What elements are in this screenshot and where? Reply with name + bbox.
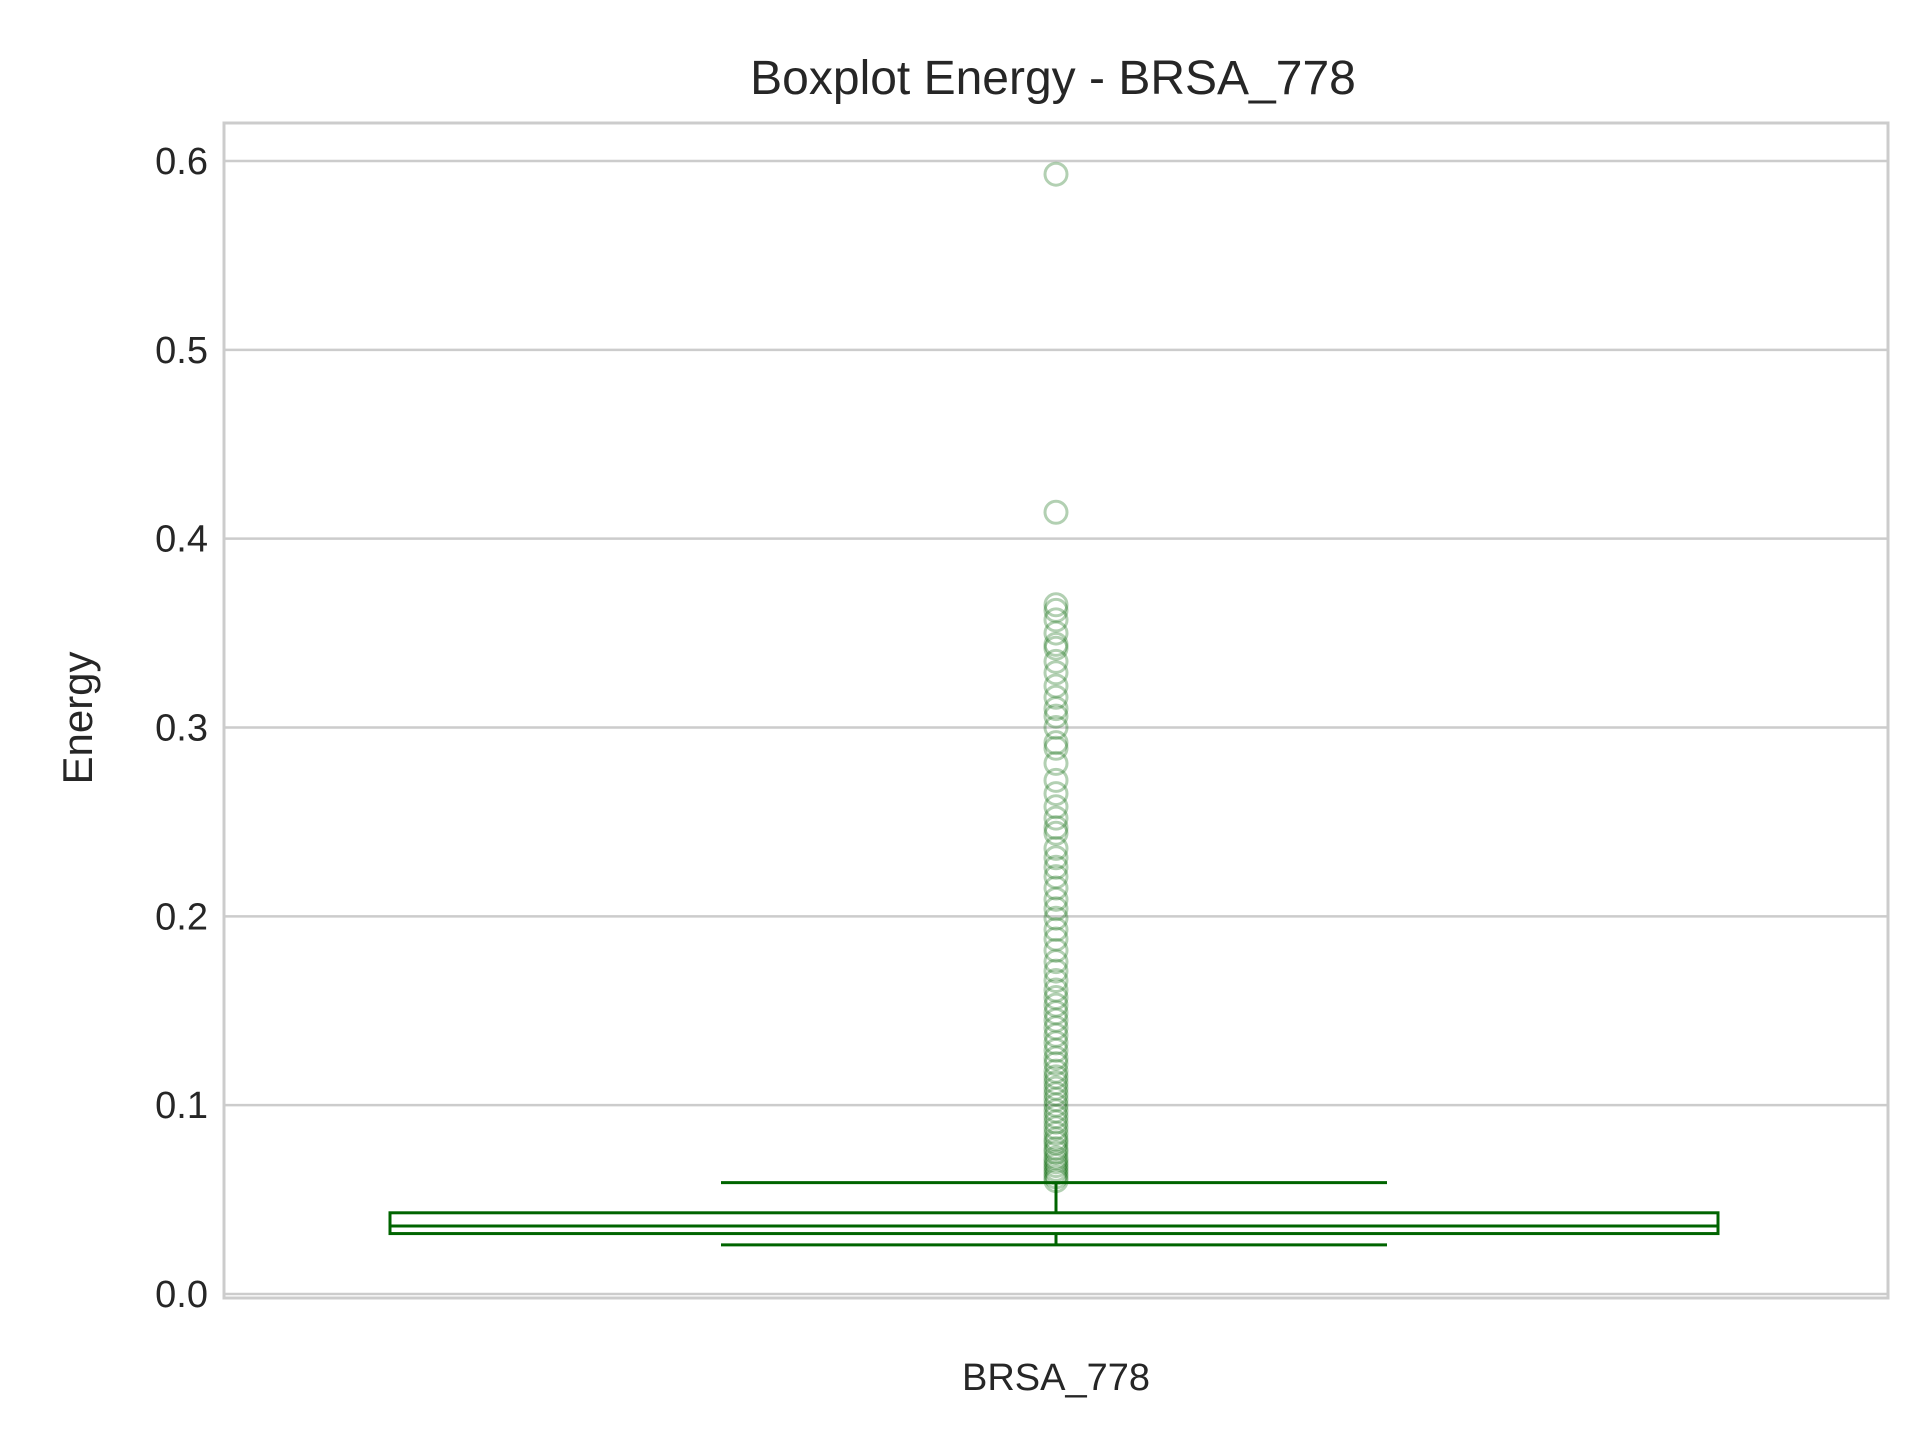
outlier-point: [1043, 1103, 1069, 1129]
y-axis-label: Energy: [54, 651, 101, 784]
outlier-point: [1043, 937, 1069, 963]
outlier-point: [1043, 1115, 1069, 1141]
outlier-point: [1043, 767, 1069, 793]
outlier-point: [1043, 1037, 1069, 1063]
outlier-point: [1043, 1051, 1069, 1077]
outlier-point: [1043, 592, 1069, 618]
chart-title: Boxplot Energy - BRSA_778: [750, 52, 1356, 105]
outlier-point: [1043, 499, 1069, 525]
outlier-point: [1043, 845, 1069, 871]
outlier-point: [1043, 886, 1069, 912]
outlier-point: [1043, 905, 1069, 931]
y-tick-label: 0.0: [155, 1274, 208, 1316]
outlier-point: [1043, 1022, 1069, 1048]
outlier-point: [1043, 977, 1069, 1003]
outlier-point: [1043, 1168, 1069, 1194]
x-tick-label: BRSA_778: [962, 1357, 1150, 1399]
plot-frame: [222, 121, 1890, 1300]
outlier-point: [1043, 1007, 1069, 1033]
y-tick-label: 0.6: [155, 141, 208, 183]
outlier-point: [1043, 648, 1069, 674]
outlier-point: [1043, 1030, 1069, 1056]
outlier-point: [1043, 635, 1069, 661]
y-tick-label: 0.4: [155, 519, 208, 561]
box-elements: [388, 1181, 1720, 1247]
outlier-point: [1043, 1160, 1069, 1186]
outlier-point: [1043, 968, 1069, 994]
grid-lines: [224, 159, 1888, 1296]
outlier-point: [1043, 864, 1069, 890]
outlier-point: [1043, 620, 1069, 646]
outlier-point: [1043, 1126, 1069, 1152]
outlier-point: [1043, 673, 1069, 699]
outlier-point: [1043, 1098, 1069, 1124]
outlier-points: [1043, 161, 1069, 1194]
outlier-point: [1043, 1087, 1069, 1113]
y-tick-label: 0.1: [155, 1085, 208, 1127]
outlier-point: [1043, 1000, 1069, 1026]
outlier-point: [1043, 597, 1069, 623]
outlier-point: [1043, 715, 1069, 740]
y-tick-labels: 0.0 0.1 0.2 0.3 0.4 0.5 0.6: [155, 141, 208, 1316]
outlier-point: [1043, 696, 1069, 722]
outlier-point: [1043, 1064, 1069, 1090]
outlier-point: [1043, 1092, 1069, 1118]
outlier-point: [1043, 703, 1069, 729]
outlier-point: [1043, 794, 1069, 820]
outlier-point: [1043, 1130, 1069, 1156]
outlier-point: [1043, 1120, 1069, 1146]
outlier-point: [1043, 1075, 1069, 1101]
outlier-point: [1043, 854, 1069, 880]
y-tick-label: 0.3: [155, 708, 208, 750]
outlier-point: [1043, 820, 1069, 846]
outlier-point: [1043, 1149, 1069, 1175]
outlier-point: [1043, 1136, 1069, 1162]
outlier-point: [1043, 958, 1069, 984]
outlier-point: [1043, 1139, 1069, 1165]
outlier-point: [1043, 730, 1069, 756]
outlier-point: [1043, 1015, 1069, 1041]
outlier-point: [1043, 926, 1069, 952]
outlier-point: [1043, 992, 1069, 1018]
outlier-point: [1043, 735, 1069, 761]
outlier-point: [1043, 161, 1069, 187]
outlier-point: [1043, 1164, 1069, 1190]
outlier-point: [1043, 917, 1069, 943]
outlier-point: [1043, 1109, 1069, 1135]
outlier-point: [1043, 684, 1069, 710]
outlier-point: [1043, 805, 1069, 831]
y-tick-label: 0.2: [155, 896, 208, 938]
outlier-point: [1043, 660, 1069, 686]
outlier-point: [1043, 1081, 1069, 1107]
outlier-point: [1043, 949, 1069, 975]
outlier-point: [1043, 607, 1069, 633]
outlier-point: [1043, 1070, 1069, 1096]
outlier-point: [1043, 1045, 1069, 1071]
outlier-point: [1043, 1153, 1069, 1179]
outlier-point: [1043, 1145, 1069, 1171]
outlier-point: [1043, 781, 1069, 807]
outlier-point: [1043, 631, 1069, 657]
outlier-point: [1043, 835, 1069, 861]
outlier-point: [1043, 1058, 1069, 1084]
outlier-point: [1043, 1156, 1069, 1182]
outlier-point: [1043, 875, 1069, 901]
outlier-point: [1043, 815, 1069, 841]
y-tick-label: 0.5: [155, 330, 208, 372]
outlier-point: [1043, 750, 1069, 776]
x-tick-labels: BRSA_778: [962, 1357, 1150, 1399]
box-iqr: [388, 1211, 1720, 1236]
outlier-point: [1043, 896, 1069, 922]
outlier-point: [1043, 985, 1069, 1011]
